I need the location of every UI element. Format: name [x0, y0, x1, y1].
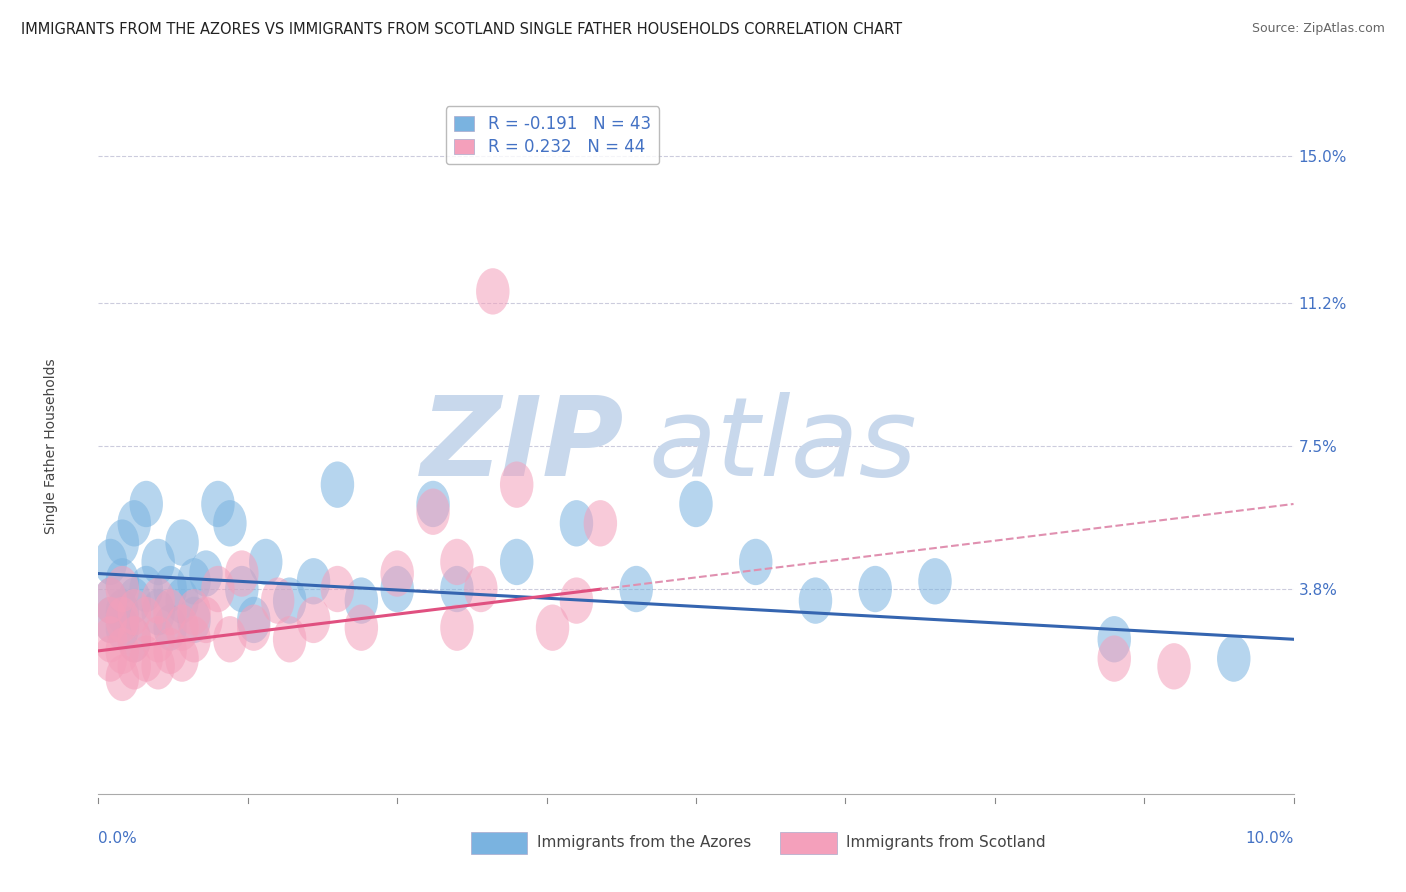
Text: Immigrants from Scotland: Immigrants from Scotland: [846, 836, 1046, 850]
Ellipse shape: [118, 577, 150, 624]
Ellipse shape: [129, 597, 163, 643]
Ellipse shape: [105, 605, 139, 651]
Ellipse shape: [321, 566, 354, 612]
Legend: R = -0.191   N = 43, R = 0.232   N = 44: R = -0.191 N = 43, R = 0.232 N = 44: [446, 106, 659, 164]
Ellipse shape: [118, 616, 150, 663]
Ellipse shape: [344, 605, 378, 651]
Ellipse shape: [190, 550, 222, 597]
Ellipse shape: [142, 539, 174, 585]
Ellipse shape: [118, 643, 150, 690]
Ellipse shape: [416, 481, 450, 527]
Ellipse shape: [381, 550, 413, 597]
Text: Immigrants from the Azores: Immigrants from the Azores: [537, 836, 751, 850]
Ellipse shape: [560, 500, 593, 547]
Ellipse shape: [105, 566, 139, 612]
Ellipse shape: [536, 605, 569, 651]
Ellipse shape: [440, 605, 474, 651]
Text: Single Father Households: Single Father Households: [44, 359, 58, 533]
Ellipse shape: [166, 577, 198, 624]
Ellipse shape: [177, 558, 211, 605]
Ellipse shape: [153, 605, 187, 651]
Ellipse shape: [177, 589, 211, 635]
Ellipse shape: [238, 597, 270, 643]
Ellipse shape: [94, 539, 127, 585]
Ellipse shape: [129, 566, 163, 612]
Ellipse shape: [94, 577, 127, 624]
Ellipse shape: [94, 577, 127, 624]
Ellipse shape: [416, 489, 450, 535]
Ellipse shape: [440, 566, 474, 612]
Ellipse shape: [214, 500, 246, 547]
Ellipse shape: [105, 628, 139, 674]
Ellipse shape: [142, 589, 174, 635]
Ellipse shape: [201, 566, 235, 612]
Text: 0.0%: 0.0%: [98, 831, 138, 847]
Text: atlas: atlas: [648, 392, 917, 500]
Ellipse shape: [129, 481, 163, 527]
Ellipse shape: [105, 655, 139, 701]
Ellipse shape: [153, 589, 187, 635]
Ellipse shape: [740, 539, 772, 585]
Ellipse shape: [273, 616, 307, 663]
Ellipse shape: [249, 539, 283, 585]
Ellipse shape: [118, 500, 150, 547]
Ellipse shape: [166, 635, 198, 681]
Ellipse shape: [297, 597, 330, 643]
Ellipse shape: [190, 597, 222, 643]
Ellipse shape: [859, 566, 891, 612]
Ellipse shape: [440, 539, 474, 585]
Ellipse shape: [177, 616, 211, 663]
Ellipse shape: [297, 558, 330, 605]
Ellipse shape: [177, 597, 211, 643]
Ellipse shape: [273, 577, 307, 624]
Ellipse shape: [501, 539, 533, 585]
Ellipse shape: [166, 519, 198, 566]
Text: ZIP: ZIP: [420, 392, 624, 500]
Ellipse shape: [105, 558, 139, 605]
Ellipse shape: [1098, 616, 1130, 663]
Ellipse shape: [105, 589, 139, 635]
Ellipse shape: [105, 519, 139, 566]
Ellipse shape: [321, 461, 354, 508]
Ellipse shape: [142, 643, 174, 690]
Ellipse shape: [94, 635, 127, 681]
Ellipse shape: [142, 577, 174, 624]
Ellipse shape: [118, 589, 150, 635]
Ellipse shape: [225, 550, 259, 597]
Ellipse shape: [799, 577, 832, 624]
Ellipse shape: [166, 605, 198, 651]
Text: Source: ZipAtlas.com: Source: ZipAtlas.com: [1251, 22, 1385, 36]
Ellipse shape: [560, 577, 593, 624]
Ellipse shape: [464, 566, 498, 612]
Ellipse shape: [214, 616, 246, 663]
Ellipse shape: [238, 605, 270, 651]
Ellipse shape: [105, 597, 139, 643]
Ellipse shape: [118, 616, 150, 663]
Ellipse shape: [918, 558, 952, 605]
Ellipse shape: [620, 566, 652, 612]
Text: IMMIGRANTS FROM THE AZORES VS IMMIGRANTS FROM SCOTLAND SINGLE FATHER HOUSEHOLDS : IMMIGRANTS FROM THE AZORES VS IMMIGRANTS…: [21, 22, 903, 37]
Ellipse shape: [1098, 635, 1130, 681]
Ellipse shape: [381, 566, 413, 612]
Ellipse shape: [201, 481, 235, 527]
Ellipse shape: [153, 566, 187, 612]
Ellipse shape: [583, 500, 617, 547]
Text: 10.0%: 10.0%: [1246, 831, 1294, 847]
Ellipse shape: [344, 577, 378, 624]
Ellipse shape: [262, 577, 294, 624]
Ellipse shape: [94, 597, 127, 643]
Ellipse shape: [153, 628, 187, 674]
Ellipse shape: [1157, 643, 1191, 690]
Ellipse shape: [477, 268, 509, 315]
Ellipse shape: [225, 566, 259, 612]
Ellipse shape: [94, 597, 127, 643]
Ellipse shape: [679, 481, 713, 527]
Ellipse shape: [94, 616, 127, 663]
Ellipse shape: [142, 616, 174, 663]
Ellipse shape: [501, 461, 533, 508]
Ellipse shape: [1218, 635, 1250, 681]
Ellipse shape: [129, 635, 163, 681]
